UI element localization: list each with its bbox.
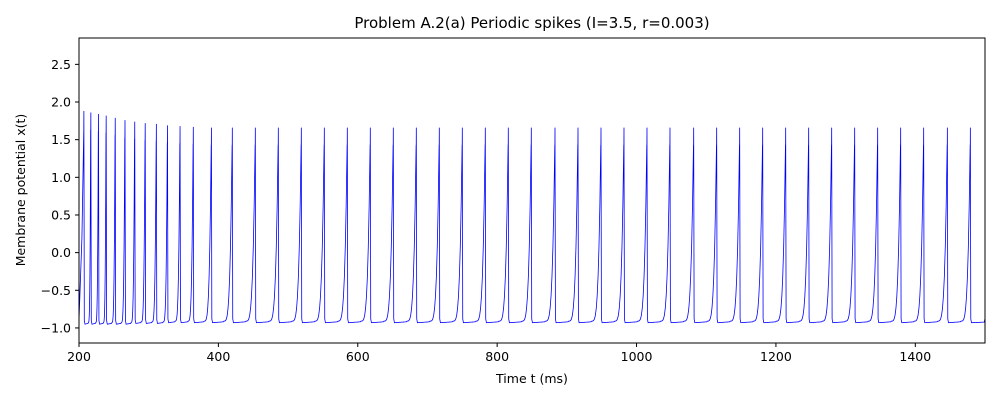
y-tick-label: −1.0 bbox=[41, 320, 71, 335]
x-tick-label: 1200 bbox=[760, 349, 792, 364]
y-axis-label: Membrane potential x(t) bbox=[13, 114, 28, 267]
plot-frame bbox=[78, 37, 986, 344]
y-tick-label: 1.0 bbox=[51, 170, 71, 185]
x-tick-label: 800 bbox=[485, 349, 509, 364]
x-tick-label: 600 bbox=[346, 349, 370, 364]
x-tick-label: 1400 bbox=[899, 349, 931, 364]
x-tick-label: 200 bbox=[67, 349, 91, 364]
y-tick-label: 1.5 bbox=[51, 132, 71, 147]
chart-title: Problem A.2(a) Periodic spikes (I=3.5, r… bbox=[354, 14, 709, 32]
x-axis: 200 400 600 800 1000 1200 1400 bbox=[67, 343, 931, 364]
y-tick-label: 0.5 bbox=[51, 207, 71, 222]
y-tick-label: −0.5 bbox=[41, 283, 71, 298]
y-tick-label: 2.0 bbox=[51, 95, 71, 110]
y-axis: −1.0 −0.5 0.0 0.5 1.0 1.5 2.0 2.5 bbox=[41, 57, 79, 335]
membrane-potential-line bbox=[79, 111, 985, 325]
x-tick-label: 400 bbox=[206, 349, 230, 364]
x-tick-label: 1000 bbox=[621, 349, 653, 364]
y-tick-label: 0.0 bbox=[51, 245, 71, 260]
y-tick-label: 2.5 bbox=[51, 57, 71, 72]
x-axis-label: Time t (ms) bbox=[495, 371, 568, 386]
